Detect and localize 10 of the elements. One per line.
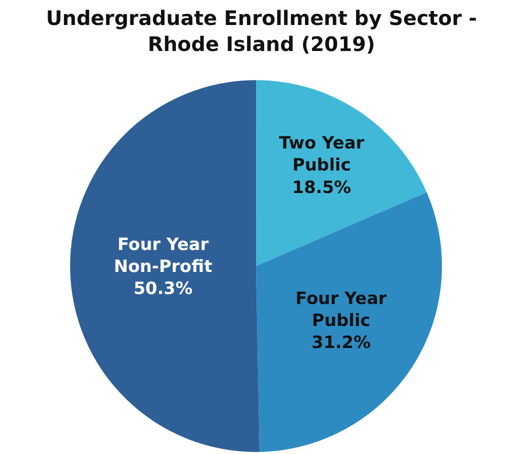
data-label: 18.5% — [292, 178, 352, 198]
data-label: 31.2% — [312, 333, 371, 354]
data-label: 50.3% — [134, 279, 193, 300]
pie-slice — [256, 192, 442, 452]
slice-label: Two Year Public — [279, 134, 365, 176]
pie-slice — [256, 80, 427, 266]
slice-label: Four Year Non-Profit — [114, 234, 212, 277]
slice-label: Four Year Public — [296, 288, 388, 332]
chart-title: Undergraduate Enrollment by Sector - Rhode Island (2019) — [46, 6, 477, 56]
pie-slice — [70, 80, 260, 452]
